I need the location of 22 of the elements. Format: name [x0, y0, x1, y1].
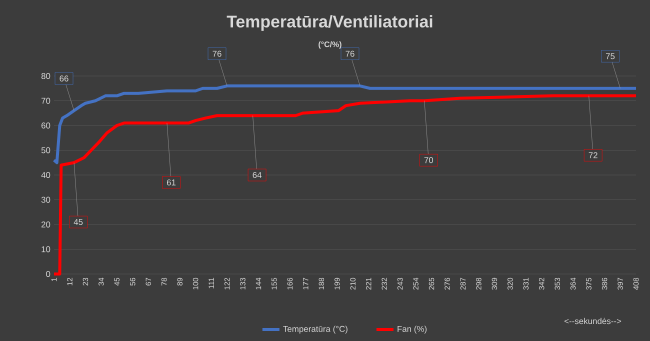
- text: <--sekundės-->: [564, 318, 622, 324]
- y-tick-label: 10: [42, 246, 50, 252]
- y-tick-label: 30: [41, 196, 50, 203]
- legend-label: Temperatūra (°C): [283, 326, 348, 334]
- y-tick-label: 70: [42, 98, 50, 104]
- y-tick-label: 40: [41, 172, 50, 178]
- legend-label: Fan (%): [398, 326, 427, 334]
- y-tick-label: 0: [46, 271, 50, 277]
- data-label: 64: [252, 172, 262, 178]
- y-tick-label: 50: [41, 147, 50, 154]
- data-label: 72: [588, 152, 598, 158]
- y-tick-label: 60: [42, 122, 50, 128]
- data-label: 75: [606, 53, 615, 60]
- y-tick-label: 80: [41, 73, 50, 80]
- y-tick-label: 20: [41, 222, 50, 228]
- data-label: 45: [74, 219, 83, 225]
- data-label: 76: [346, 50, 354, 57]
- data-label: 70: [424, 157, 434, 164]
- chart-title: Temperatūra/Ventiliatoriai: [226, 15, 432, 31]
- data-label: 66: [60, 75, 68, 82]
- data-label: 76: [212, 50, 222, 57]
- data-label: 61: [166, 179, 176, 186]
